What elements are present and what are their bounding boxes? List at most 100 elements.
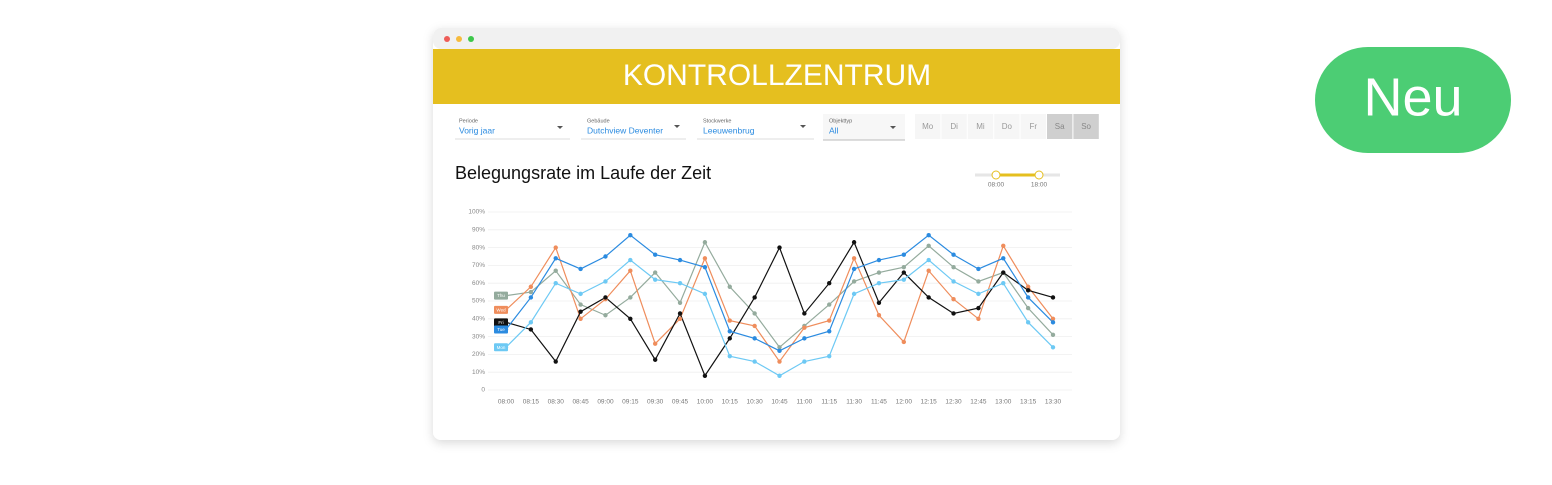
data-point[interactable]: [951, 264, 956, 270]
data-point[interactable]: [652, 357, 658, 362]
data-point[interactable]: [976, 305, 981, 311]
data-point[interactable]: [677, 281, 683, 286]
legend-item[interactable]: Tue: [494, 325, 508, 334]
data-point[interactable]: [677, 316, 683, 321]
data-point[interactable]: [976, 266, 981, 272]
data-point[interactable]: [652, 252, 658, 257]
data-point[interactable]: [876, 257, 882, 263]
day-toggle[interactable]: Fr: [1020, 114, 1046, 139]
data-point[interactable]: [1050, 295, 1056, 300]
data-point[interactable]: [1025, 295, 1031, 300]
data-point[interactable]: [777, 245, 782, 250]
data-point[interactable]: [652, 270, 658, 275]
data-point[interactable]: [827, 302, 832, 307]
data-point[interactable]: [677, 311, 683, 316]
data-point[interactable]: [553, 256, 558, 261]
data-point[interactable]: [677, 300, 683, 305]
data-point[interactable]: [528, 320, 534, 325]
data-point[interactable]: [1025, 288, 1031, 293]
data-point[interactable]: [702, 291, 708, 297]
day-toggle[interactable]: Di: [941, 114, 967, 139]
data-point[interactable]: [777, 359, 782, 364]
data-point[interactable]: [578, 302, 583, 307]
data-point[interactable]: [727, 318, 732, 323]
data-point[interactable]: [702, 373, 708, 378]
data-point[interactable]: [951, 252, 956, 257]
data-point[interactable]: [926, 295, 931, 300]
data-point[interactable]: [901, 339, 907, 345]
data-point[interactable]: [827, 281, 832, 286]
data-point[interactable]: [652, 341, 658, 346]
data-point[interactable]: [603, 279, 608, 284]
data-point[interactable]: [553, 268, 558, 273]
dropdown[interactable]: Stockwerke Leeuwenbrug: [697, 118, 814, 140]
dropdown[interactable]: Objekttyp All: [823, 114, 905, 141]
data-point[interactable]: [578, 309, 583, 314]
window-dot[interactable]: [456, 36, 462, 42]
data-point[interactable]: [528, 327, 534, 332]
data-point[interactable]: [727, 353, 732, 359]
data-point[interactable]: [528, 284, 534, 289]
window-dot[interactable]: [468, 36, 474, 42]
data-point[interactable]: [827, 329, 832, 334]
data-point[interactable]: [901, 252, 907, 257]
data-point[interactable]: [851, 291, 857, 297]
data-point[interactable]: [876, 300, 882, 305]
data-point[interactable]: [802, 325, 807, 330]
data-point[interactable]: [1025, 284, 1031, 289]
data-point[interactable]: [752, 336, 757, 341]
data-point[interactable]: [528, 295, 534, 300]
data-point[interactable]: [702, 264, 708, 270]
data-point[interactable]: [951, 311, 956, 316]
data-point[interactable]: [603, 254, 608, 259]
data-point[interactable]: [1050, 316, 1056, 321]
day-toggle[interactable]: Mi: [967, 114, 994, 139]
data-point[interactable]: [876, 313, 882, 318]
data-point[interactable]: [777, 373, 782, 378]
time-slider[interactable]: 08:00 18:00: [975, 170, 1060, 189]
data-point[interactable]: [926, 268, 931, 273]
data-point[interactable]: [851, 266, 857, 272]
data-point[interactable]: [976, 291, 981, 297]
legend-item[interactable]: Mon: [494, 343, 508, 352]
legend-item[interactable]: Wed: [494, 305, 508, 314]
data-point[interactable]: [1050, 332, 1056, 338]
data-point[interactable]: [578, 266, 583, 272]
data-point[interactable]: [926, 232, 931, 238]
data-point[interactable]: [603, 313, 608, 318]
data-point[interactable]: [553, 359, 558, 364]
data-point[interactable]: [578, 316, 583, 321]
data-point[interactable]: [528, 289, 534, 295]
data-point[interactable]: [851, 279, 857, 284]
data-point[interactable]: [1001, 281, 1006, 286]
day-toggle[interactable]: Mo: [915, 114, 941, 139]
data-point[interactable]: [553, 281, 558, 286]
data-point[interactable]: [727, 336, 732, 341]
data-point[interactable]: [901, 264, 907, 270]
day-toggle[interactable]: Sa: [1047, 114, 1073, 139]
day-toggle[interactable]: Do: [994, 114, 1020, 139]
data-point[interactable]: [951, 297, 956, 302]
window-dot[interactable]: [444, 36, 450, 42]
data-point[interactable]: [553, 245, 558, 250]
legend-item[interactable]: Thu: [494, 291, 508, 300]
data-point[interactable]: [951, 279, 956, 284]
data-point[interactable]: [926, 257, 931, 263]
data-point[interactable]: [628, 316, 633, 321]
data-point[interactable]: [752, 323, 757, 329]
data-point[interactable]: [1050, 345, 1056, 350]
data-point[interactable]: [901, 270, 907, 275]
data-point[interactable]: [827, 318, 832, 323]
data-point[interactable]: [628, 232, 633, 238]
data-point[interactable]: [777, 345, 782, 350]
data-point[interactable]: [1025, 320, 1031, 325]
data-point[interactable]: [578, 291, 583, 297]
data-point[interactable]: [677, 257, 683, 263]
data-point[interactable]: [727, 284, 732, 289]
legend-item[interactable]: Fri: [494, 318, 508, 327]
data-point[interactable]: [926, 243, 931, 249]
data-point[interactable]: [901, 277, 907, 282]
data-point[interactable]: [1001, 256, 1006, 261]
day-toggle[interactable]: So: [1073, 114, 1099, 139]
data-point[interactable]: [777, 348, 782, 354]
